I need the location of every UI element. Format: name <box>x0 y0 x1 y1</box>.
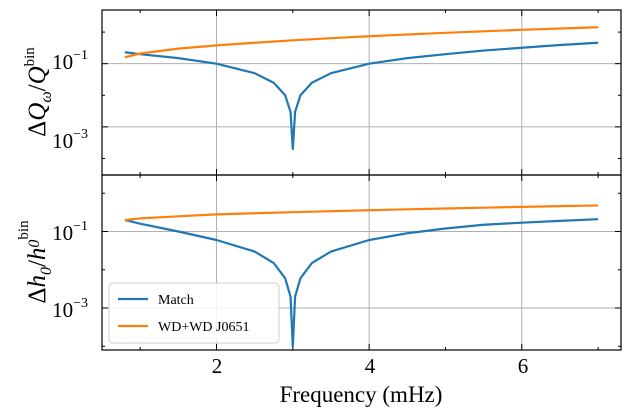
bottom-series-wd-wd-j0651 <box>124 204 599 222</box>
bottom-series <box>124 204 599 348</box>
top-y-tick-label-0: 10−3 <box>52 127 88 153</box>
top-series-match <box>124 41 599 151</box>
top-panel: 10−3 10−1 ΔQω/Qbin <box>22 9 622 176</box>
top-y-tick-label-1: 10−1 <box>52 48 88 74</box>
x-tick-labels: 2 4 6 <box>212 354 529 378</box>
bottom-ticks <box>102 175 621 350</box>
top-grid <box>102 10 621 175</box>
top-series-wd-wd-j0651 <box>124 26 599 59</box>
x-axis-label: Frequency (mHz) <box>280 382 443 407</box>
legend-box <box>108 282 280 344</box>
bottom-y-tick-labels: 10−3 10−1 <box>52 219 88 322</box>
top-ticks <box>102 10 621 175</box>
legend-label-wd: WD+WD J0651 <box>158 320 250 335</box>
top-panel-frame <box>101 9 622 176</box>
x-tick-label-4: 4 <box>365 354 376 378</box>
bottom-y-axis-label: Δh0/h0bin <box>16 220 55 304</box>
legend-label-match: Match <box>158 293 194 308</box>
top-y-axis-label: ΔQω/Qbin <box>22 47 55 137</box>
top-series <box>124 26 599 151</box>
bottom-panel: 10−3 10−1 Δh0/h0bin <box>16 174 622 351</box>
x-tick-label-6: 6 <box>518 354 529 378</box>
bottom-y-tick-label-1: 10−1 <box>52 219 88 245</box>
bottom-series-match <box>124 218 599 348</box>
bottom-panel-frame <box>101 174 622 351</box>
bottom-y-tick-label-0: 10−3 <box>52 296 88 322</box>
legend: Match WD+WD J0651 <box>108 282 280 344</box>
x-tick-label-2: 2 <box>212 354 223 378</box>
top-y-tick-labels: 10−3 10−1 <box>52 48 88 153</box>
